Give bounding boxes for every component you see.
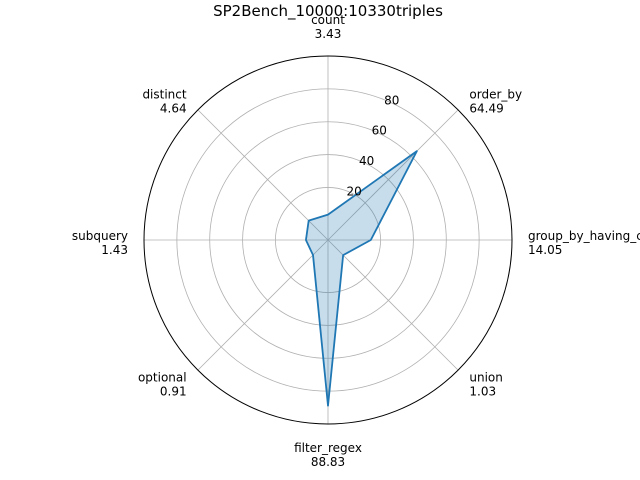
category-label-count: count: [311, 13, 345, 27]
radial-tick-labels: 20 40 60 80: [346, 93, 399, 198]
spoke-optional: [197, 239, 329, 371]
category-label-distinct: distinct: [142, 88, 186, 102]
category-label-order_by: order_by: [469, 88, 522, 102]
radial-tick-60: 60: [372, 124, 387, 138]
category-label-union: union: [469, 370, 503, 384]
value-label-union: 1.03: [469, 384, 496, 398]
spoke-distinct: [197, 109, 329, 241]
polar-grid: [143, 55, 513, 425]
data-series: [305, 150, 418, 407]
category-label-filter_regex: filter_regex: [294, 441, 362, 455]
chart-title: SP2Bench_10000:10330triples: [213, 2, 443, 21]
value-label-distinct: 4.64: [160, 102, 187, 116]
category-label-optional: optional: [138, 370, 187, 384]
value-label-optional: 0.91: [160, 384, 187, 398]
value-label-group_by_having_count_distinct: 14.05: [528, 243, 562, 257]
value-label-filter_regex: 88.83: [311, 455, 345, 469]
polar-frame: [143, 55, 513, 425]
value-label-order_by: 64.49: [469, 102, 503, 116]
category-label-subquery: subquery: [72, 229, 128, 243]
spoke-order_by: [327, 109, 459, 241]
spoke-union: [327, 239, 459, 371]
radial-tick-20: 20: [346, 184, 361, 198]
value-label-count: 3.43: [315, 27, 342, 41]
radial-tick-40: 40: [359, 154, 374, 168]
value-label-subquery: 1.43: [101, 243, 128, 257]
category-label-group_by_having_count_distinct: group_by_having_count_distinct: [528, 229, 640, 243]
radial-tick-80: 80: [384, 93, 399, 107]
